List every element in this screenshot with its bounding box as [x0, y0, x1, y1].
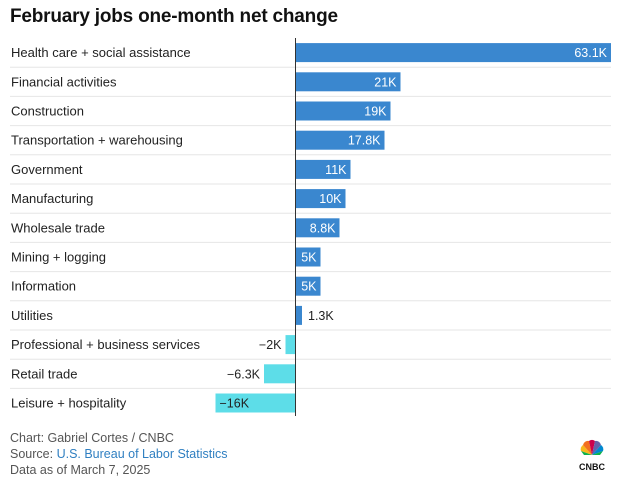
value-label: 5K: [301, 280, 317, 294]
bar: [295, 189, 346, 209]
category-label: Information: [11, 279, 76, 294]
value-label: −6.3K: [227, 367, 261, 381]
chart-footer: Chart: Gabriel Cortes / CNBC Source: U.S…: [10, 430, 227, 478]
value-label: 1.3K: [308, 309, 334, 323]
cnbc-logo-text: CNBC: [579, 462, 605, 472]
category-label: Construction: [11, 104, 84, 119]
value-label: 63.1K: [574, 46, 607, 60]
data-date-note: Data as of March 7, 2025: [10, 463, 151, 477]
category-label: Professional + business services: [11, 337, 200, 352]
bar: [295, 276, 321, 296]
value-label: −2K: [259, 338, 282, 352]
bar: [295, 43, 611, 63]
source-link[interactable]: U.S. Bureau of Labor Statistics: [56, 447, 228, 461]
category-label: Government: [11, 162, 83, 177]
category-label: Leisure + hospitality: [11, 396, 127, 411]
value-label: 11K: [325, 163, 347, 177]
bar: [295, 72, 401, 92]
bar: [285, 335, 296, 355]
bar: [295, 159, 351, 179]
bar: [295, 218, 340, 238]
value-label: 17.8K: [348, 134, 381, 148]
bar: [264, 364, 296, 384]
value-label: 19K: [364, 105, 387, 119]
value-label: −16K: [220, 397, 250, 411]
value-label: 10K: [319, 192, 342, 206]
category-label: Health care + social assistance: [11, 45, 191, 60]
category-label: Manufacturing: [11, 191, 93, 206]
category-label: Mining + logging: [11, 250, 106, 265]
category-label: Financial activities: [11, 74, 117, 89]
bar-chart: Health care + social assistance 63.1K Fina…: [10, 38, 611, 416]
nbc-peacock-icon: [580, 440, 604, 455]
value-label: 21K: [374, 75, 397, 89]
bar: [215, 393, 296, 413]
value-label: 5K: [301, 251, 317, 265]
bar: [295, 101, 391, 121]
category-label: Utilities: [11, 308, 53, 323]
cnbc-logo: CNBC: [579, 440, 605, 472]
chart-title: February jobs one-month net change: [10, 6, 338, 27]
bar: [295, 130, 385, 150]
chart-source: Source: U.S. Bureau of Labor Statistics: [10, 446, 227, 462]
category-label: Wholesale trade: [11, 220, 105, 235]
chart-credit: Chart: Gabriel Cortes / CNBC: [10, 431, 174, 445]
value-label: 8.8K: [310, 221, 336, 235]
source-prefix: Source:: [10, 447, 57, 461]
bar: [295, 305, 302, 325]
bar: [295, 247, 321, 267]
category-label: Retail trade: [11, 366, 77, 381]
category-label: Transportation + warehousing: [11, 133, 183, 148]
